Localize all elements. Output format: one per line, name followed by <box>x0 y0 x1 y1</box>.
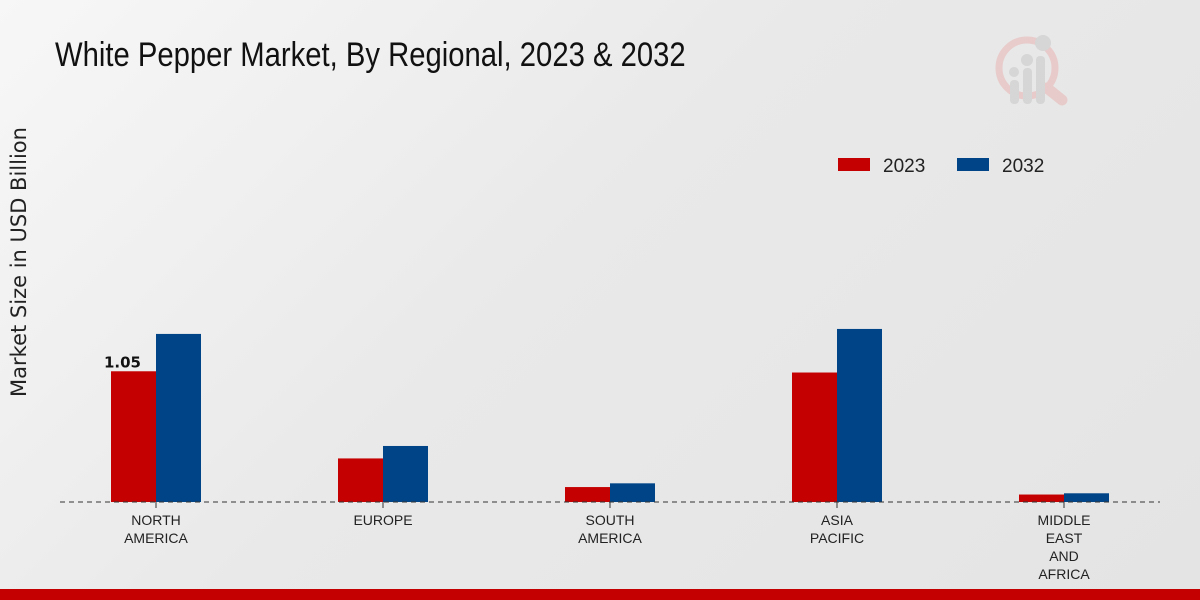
x-tick-label: EUROPE <box>353 512 412 528</box>
x-tick-label: NORTH AMERICA <box>124 512 188 546</box>
x-tick-label: MIDDLE EAST AND AFRICA <box>1038 512 1091 582</box>
logo-watermark <box>995 35 1068 106</box>
bar-2032-asia-pacific <box>837 328 882 502</box>
legend-label-2023: 2023 <box>883 156 925 177</box>
bar-2023-north-america <box>111 371 156 502</box>
footer-bar <box>0 589 1200 600</box>
bar-2023-south-america <box>565 487 610 502</box>
legend-swatch-2023 <box>838 158 870 171</box>
legend: 2023 2032 <box>838 156 1044 177</box>
bar-2023-europe <box>338 458 383 502</box>
data-label: 1.05 <box>104 353 141 371</box>
legend-swatch-2032 <box>957 158 989 171</box>
bar-2032-middle-east-and-africa <box>1064 493 1109 502</box>
y-axis-label: Market Size in USD Billion <box>7 127 31 397</box>
bar-2032-europe <box>383 445 428 502</box>
x-tick-label: SOUTH AMERICA <box>578 512 642 546</box>
bar-2023-middle-east-and-africa <box>1019 494 1064 502</box>
bar-2023-asia-pacific <box>792 372 837 502</box>
x-tick-label: ASIA PACIFIC <box>810 512 864 546</box>
legend-label-2032: 2032 <box>1002 156 1044 177</box>
bar-2032-north-america <box>156 333 201 502</box>
chart-title: White Pepper Market, By Regional, 2023 &… <box>55 36 686 74</box>
bar-2032-south-america <box>610 483 655 502</box>
